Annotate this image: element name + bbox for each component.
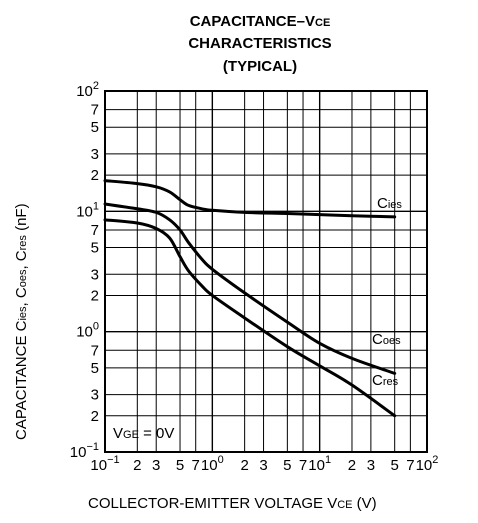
x-tick-label: 5 <box>176 457 184 474</box>
x-tick-label: 10−1 <box>90 454 119 474</box>
y-tick-label: 5 <box>91 119 99 136</box>
x-tick-label: 7 <box>192 457 200 474</box>
x-tick-label: 5 <box>283 457 291 474</box>
x-tick-label: 100 <box>201 454 224 474</box>
x-tick-label: 2 <box>240 457 248 474</box>
condition-text: VGE = 0V <box>113 425 174 442</box>
x-tick-label: 102 <box>416 454 439 474</box>
y-axis-label: CAPACITANCE Cies, Coes, Cres (nF) <box>13 203 30 440</box>
y-tick-label: 5 <box>91 360 99 377</box>
chart-title-line-3: (TYPICAL) <box>223 58 297 75</box>
chart-title-line-2: CHARACTERISTICS <box>188 35 331 52</box>
y-tick-label: 2 <box>91 167 99 184</box>
y-tick-label: 3 <box>91 266 99 283</box>
x-tick-label: 3 <box>259 457 267 474</box>
y-tick-label: 7 <box>91 102 99 119</box>
y-tick-label: 3 <box>91 146 99 163</box>
y-tick-label: 100 <box>76 321 99 341</box>
series-label-cres: Cres <box>372 372 399 389</box>
series-line-cres <box>103 218 397 418</box>
series-labels: Cies Coes Cres <box>372 195 402 389</box>
y-tick-label: 7 <box>91 222 99 239</box>
x-tick-label: 3 <box>152 457 160 474</box>
series-label-coes: Coes <box>372 331 401 348</box>
x-axis-ticks: 10−1 2 3 5 7 100 2 3 5 7 101 2 3 5 7 102 <box>90 454 438 474</box>
chart-title: CAPACITANCE–VCE CHARACTERISTICS (TYPICAL… <box>188 13 331 75</box>
x-tick-label: 5 <box>391 457 399 474</box>
x-tick-label: 7 <box>299 457 307 474</box>
chart-title-line-1: CAPACITANCE–VCE <box>190 13 331 30</box>
y-tick-label: 3 <box>91 387 99 404</box>
x-axis-label: COLLECTOR-EMITTER VOLTAGE VCE (V) <box>88 495 377 512</box>
plot-grid <box>104 90 428 453</box>
condition-label: VGE = 0V <box>113 425 174 442</box>
y-tick-label: 102 <box>76 80 99 100</box>
plot-frame <box>104 90 428 453</box>
y-tick-label: 101 <box>76 200 99 220</box>
y-tick-label: 7 <box>91 342 99 359</box>
y-tick-label: 5 <box>91 240 99 257</box>
x-tick-label: 2 <box>133 457 141 474</box>
x-tick-label: 3 <box>367 457 375 474</box>
y-tick-label: 2 <box>91 287 99 304</box>
series-lines <box>103 179 397 418</box>
x-tick-label: 101 <box>308 454 331 474</box>
x-tick-label: 7 <box>406 457 414 474</box>
y-tick-label: 2 <box>91 408 99 425</box>
x-tick-label: 2 <box>348 457 356 474</box>
series-line-cies <box>103 179 397 219</box>
series-label-cies: Cies <box>377 195 402 212</box>
series-line-coes <box>103 202 397 375</box>
